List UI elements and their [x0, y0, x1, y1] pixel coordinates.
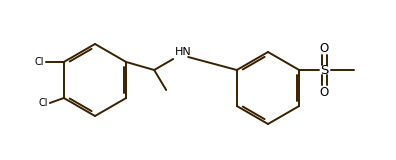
Text: HN: HN — [175, 47, 192, 57]
Text: S: S — [320, 64, 328, 76]
Text: O: O — [320, 41, 329, 55]
Text: Cl: Cl — [34, 57, 44, 67]
Text: O: O — [320, 85, 329, 99]
Text: Cl: Cl — [38, 98, 48, 108]
